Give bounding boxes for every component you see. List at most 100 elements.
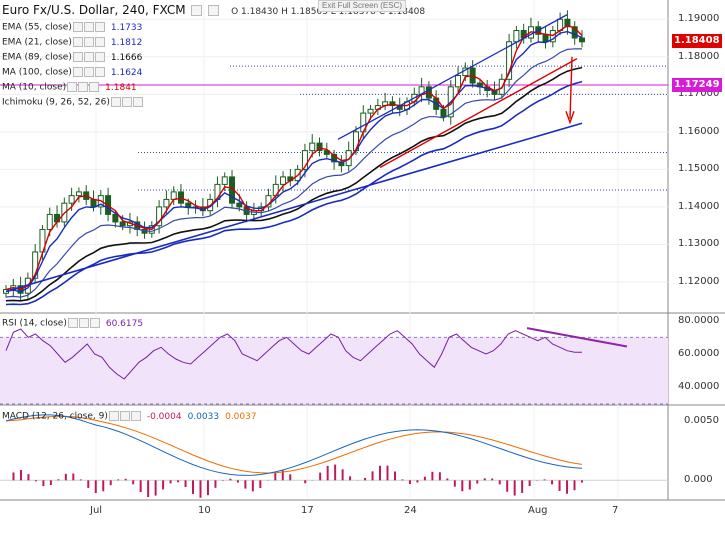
exit-fullscreen-button[interactable]: Exit Full Screen (ESC)	[318, 0, 407, 12]
candle-body	[221, 176, 228, 185]
macd-axis-tick: 0.0050	[684, 415, 719, 427]
eye-icon[interactable]	[67, 318, 78, 328]
red-arrow-shaft	[569, 56, 573, 119]
eye-icon[interactable]	[108, 411, 119, 421]
candle-body	[170, 191, 177, 200]
close-icon[interactable]	[89, 82, 100, 92]
time-axis-tick: 7	[612, 505, 619, 516]
candle-body	[506, 41, 513, 80]
eye-icon[interactable]	[110, 97, 121, 107]
indicator-label: MA (100, close)	[2, 67, 72, 78]
settings-icon[interactable]	[83, 37, 94, 47]
candle-body	[513, 30, 520, 43]
price-axis-tick: 1.14000	[678, 200, 720, 212]
candle-body	[163, 198, 170, 208]
macd-signal-line	[5, 415, 583, 474]
indicator-legend: EMA (89, close) 1.1666	[2, 52, 142, 63]
close-icon[interactable]	[94, 67, 105, 77]
symbol-label: Euro Fx/U.S. Dollar, 240, FXCM	[2, 3, 186, 17]
close-icon[interactable]	[94, 52, 105, 62]
ma-100-line	[5, 80, 583, 306]
close-icon[interactable]	[130, 411, 141, 421]
candle-body	[32, 251, 39, 279]
ma-10-line	[5, 24, 583, 291]
indicator-legend: Ichimoku (9, 26, 52, 26)	[2, 97, 143, 108]
indicator-value: 1.1666	[110, 52, 143, 63]
candle-body	[156, 206, 163, 227]
indicator-label: Ichimoku (9, 26, 52, 26)	[2, 97, 110, 108]
close-icon[interactable]	[89, 318, 100, 328]
candle-body	[579, 37, 585, 43]
indicator-label: EMA (55, close)	[2, 22, 72, 33]
settings-icon[interactable]	[78, 82, 89, 92]
candle-body	[280, 176, 287, 185]
price-axis-tick: 1.15000	[678, 163, 720, 175]
settings-icon[interactable]	[191, 5, 203, 16]
chart-title: Euro Fx/U.S. Dollar, 240, FXCM O 1.18430…	[2, 3, 425, 17]
candle-body	[440, 108, 447, 118]
candle-body	[112, 213, 119, 223]
candle-body	[90, 198, 97, 208]
price-axis-tick: 1.12000	[678, 275, 720, 287]
ohlc-readout: O 1.18430 H 1.18503 L 1.18378 C 1.18408	[231, 7, 426, 17]
settings-icon[interactable]	[83, 22, 94, 32]
settings-icon[interactable]	[83, 67, 94, 77]
eye-icon[interactable]	[67, 82, 78, 92]
indicator-value: 60.6175	[105, 318, 144, 329]
candle-body	[46, 213, 53, 230]
rsi-line	[5, 328, 582, 380]
indicator-label: RSI (14, close)	[2, 318, 67, 329]
candle-body	[323, 150, 330, 155]
eye-icon[interactable]	[72, 67, 83, 77]
close-icon[interactable]	[94, 37, 105, 47]
candle-body	[564, 18, 571, 28]
eye-icon[interactable]	[72, 22, 83, 32]
close-icon[interactable]	[208, 5, 220, 16]
price-axis-tick: 1.18000	[678, 50, 720, 62]
indicator-legend: MA (100, close) 1.1624	[2, 67, 142, 78]
price-tag: 1.17249	[672, 77, 722, 92]
price-axis-tick: 1.16000	[678, 125, 720, 137]
time-axis-tick: 17	[301, 505, 314, 516]
close-icon[interactable]	[94, 22, 105, 32]
macd-axis-tick: 0.000	[684, 474, 713, 486]
eye-icon[interactable]	[72, 37, 83, 47]
red-arrow-head	[565, 110, 575, 125]
candle-body	[542, 33, 549, 43]
time-axis-tick: Jul	[90, 505, 103, 516]
indicator-legend: EMA (21, close) 1.1812	[2, 37, 142, 48]
candle-body	[316, 142, 323, 152]
indicator-label: EMA (21, close)	[2, 37, 72, 48]
candle-body	[338, 161, 345, 167]
indicator-value: 0.0033	[187, 411, 220, 422]
indicator-value: 1.1841	[105, 82, 137, 93]
channel-upper-line	[337, 14, 568, 140]
candle-body	[309, 142, 316, 152]
indicator-label: EMA (89, close)	[2, 52, 72, 63]
price-axis-tick: 1.19000	[678, 13, 720, 25]
ema-55-line	[5, 48, 583, 298]
candle-body	[367, 108, 374, 114]
macd-legend: MACD (12, 26, close, 9) -0.0004 0.0033 0.00…	[2, 411, 257, 422]
settings-icon[interactable]	[83, 52, 94, 62]
close-icon[interactable]	[132, 97, 143, 107]
settings-icon[interactable]	[78, 318, 89, 328]
eye-icon[interactable]	[72, 52, 83, 62]
indicator-legend: EMA (55, close) 1.1733	[2, 22, 142, 33]
price-axis-tick: 1.13000	[678, 238, 720, 250]
candle-body	[571, 26, 578, 39]
ema-89-line	[5, 66, 583, 302]
indicator-value: 1.1733	[110, 22, 143, 33]
settings-icon[interactable]	[119, 411, 130, 421]
time-axis-tick: 10	[198, 505, 211, 516]
settings-icon[interactable]	[121, 97, 132, 107]
indicator-label: MACD (12, 26, close, 9)	[2, 411, 108, 422]
candle-body	[119, 221, 126, 227]
candle-body	[345, 150, 352, 167]
red-trend-line	[379, 58, 578, 169]
indicator-value: 1.1812	[110, 37, 143, 48]
macd-line	[5, 414, 583, 476]
